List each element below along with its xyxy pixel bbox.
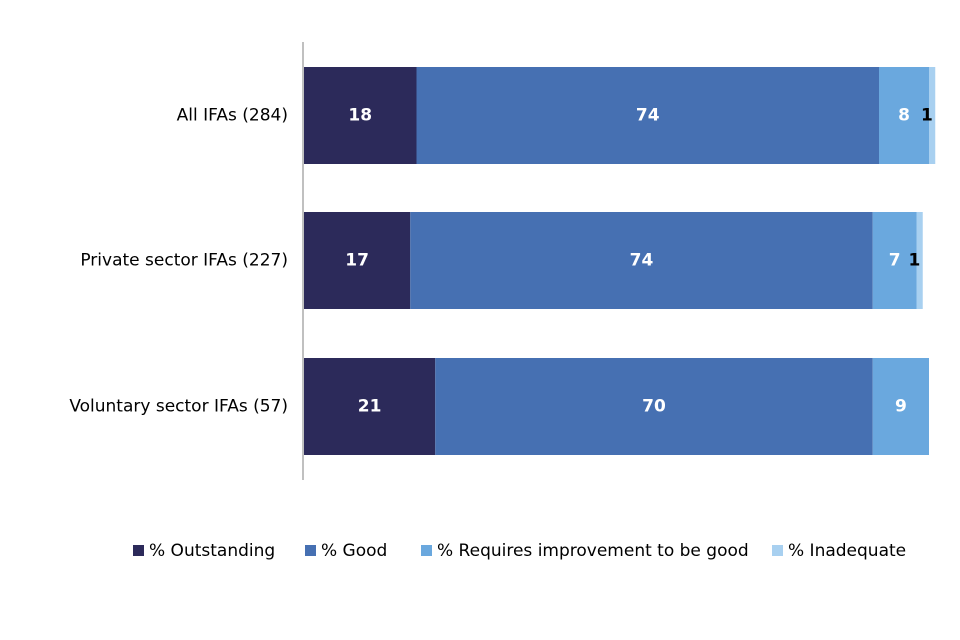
legend-label-inadequate: % Inadequate: [788, 541, 906, 561]
value-label-outstanding-0: 18: [348, 106, 372, 126]
legend-swatch-outstanding: [133, 545, 144, 556]
category-labels: All IFAs (284) Private sector IFAs (227) V…: [69, 106, 288, 417]
legend-label-outstanding: % Outstanding: [149, 541, 275, 561]
legend-swatch-inadequate: [772, 545, 783, 556]
legend-label-good: % Good: [321, 541, 387, 561]
value-labels: 18 74 8 117 74 7 121 70 9: [345, 106, 933, 417]
bar-requires-improvement-to-be-good-0: [879, 67, 929, 164]
legend-label-requires-improvement-to-be-good: % Requires improvement to be good: [437, 541, 749, 561]
value-label-requires-improvement-to-be-good-0: 8: [898, 106, 910, 126]
bar-good-1: [410, 212, 873, 309]
value-label-good-2: 70: [642, 397, 666, 417]
bar-outstanding-0: [304, 67, 417, 164]
category-label-private-sector-ifas-227: Private sector IFAs (227): [80, 251, 288, 271]
bar-outstanding-2: [304, 358, 436, 455]
bar-inadequate-0: [929, 67, 936, 164]
value-label-good-0: 74: [636, 106, 660, 126]
bar-requires-improvement-to-be-good-1: [872, 212, 917, 309]
bar-good-0: [416, 67, 879, 164]
bar-outstanding-1: [304, 212, 411, 309]
legend: % Outstanding % Good % Requires improvemen…: [133, 541, 906, 561]
value-label-outstanding-2: 21: [358, 397, 382, 417]
bar-good-2: [435, 358, 873, 455]
value-label-requires-improvement-to-be-good-1: 7: [889, 251, 901, 271]
value-label-inadequate-1: 1: [909, 251, 921, 271]
legend-swatch-requires-improvement-to-be-good: [421, 545, 432, 556]
category-label-voluntary-sector-ifas-57: Voluntary sector IFAs (57): [69, 397, 288, 417]
bar-requires-improvement-to-be-good-2: [872, 358, 929, 455]
category-label-all-ifas-284: All IFAs (284): [177, 106, 288, 126]
bar-inadequate-1: [916, 212, 923, 309]
value-label-good-1: 74: [630, 251, 654, 271]
legend-swatch-good: [305, 545, 316, 556]
value-label-outstanding-1: 17: [345, 251, 369, 271]
value-label-inadequate-0: 1: [921, 106, 933, 126]
bar-segments: [304, 67, 936, 455]
value-label-requires-improvement-to-be-good-2: 9: [895, 397, 907, 417]
